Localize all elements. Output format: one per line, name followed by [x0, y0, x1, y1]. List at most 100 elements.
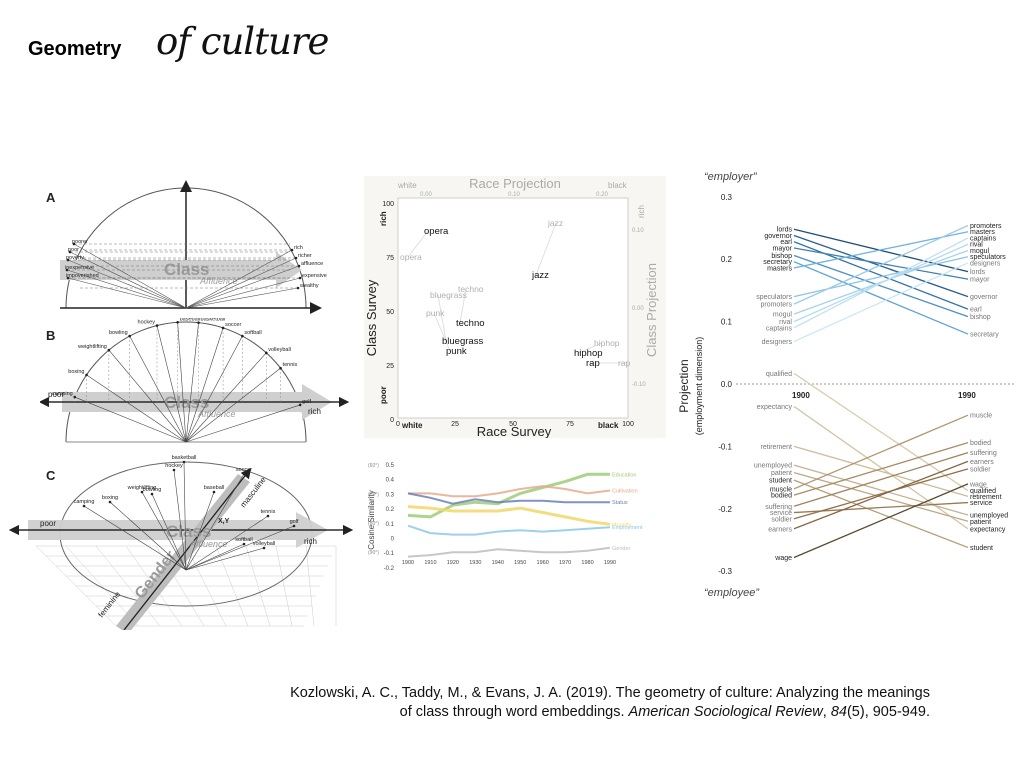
figure-a-word: poorer — [72, 239, 88, 245]
projection-line-employee — [793, 464, 969, 516]
figure-a-word: richer — [298, 253, 312, 259]
figure-c-grid-line — [215, 545, 249, 627]
projection-right-word: captains — [970, 235, 997, 242]
projection-left-word: unemployed — [754, 463, 792, 470]
scatter-projection-word: punk — [426, 308, 445, 318]
figure-c-letter: C — [46, 468, 56, 483]
projection-left-word: expectancy — [757, 404, 793, 411]
figure-b: B poor rich Class Affluence camping boxin… — [40, 318, 350, 443]
projection-line-employer — [793, 262, 969, 343]
figure-c-xly: X,Y — [218, 518, 230, 525]
figure-c-word: weightlifting — [127, 485, 157, 491]
figure-b-point — [279, 366, 282, 370]
figure-b-letter: B — [46, 328, 55, 343]
figure-c-word: soccer — [236, 467, 252, 473]
scatter-links — [407, 222, 626, 364]
projection-line-employee — [793, 405, 969, 530]
figure-b-point — [176, 320, 179, 324]
projection-line-employer — [793, 247, 969, 280]
projection-right-word: designers — [970, 260, 1001, 267]
scatter-projection-word: opera — [400, 252, 422, 262]
figure-c-point — [292, 524, 296, 528]
figure-c-ray — [185, 491, 215, 571]
scatter-x-tick-3: 75 — [566, 421, 574, 428]
figure-a-point — [290, 248, 294, 252]
projection-left-word: qualified — [766, 371, 792, 378]
figure-b-word: bowling — [109, 330, 128, 336]
projection-left-word: lords — [777, 227, 793, 234]
scatter-x-tick-4: 100 — [622, 421, 634, 428]
scatter-y-tick-3: 25 — [386, 363, 394, 370]
projection-left-word: retirement — [760, 444, 792, 451]
figure-c-word: golf — [290, 519, 299, 525]
similarity-x-tick: 1990 — [604, 560, 616, 566]
figure-c-ray — [185, 473, 245, 571]
projection-right-word: unemployed — [970, 513, 1008, 520]
figure-a-word: inexpensive — [65, 265, 94, 271]
figure-c-grid-line — [275, 545, 293, 627]
similarity-x-tick: 1900 — [402, 560, 414, 566]
scatter-x-tick-2: 50 — [509, 421, 517, 428]
figure-c-word: camping — [74, 499, 95, 505]
scatter-words: operajazztechnobluegrasspunkhiphoprapope… — [400, 218, 631, 369]
projection-left-word: suffering — [765, 504, 792, 511]
scatter-x-tick-0: 0 — [396, 421, 400, 428]
scatter-survey-word: rap — [586, 358, 600, 369]
similarity-x-tick: 1930 — [469, 560, 481, 566]
scatter-top-tick-1: 0.10 — [508, 192, 520, 198]
figure-b-word: weightlifting — [77, 344, 107, 350]
figure-a-ray — [185, 257, 297, 309]
projection-right-word: promoters — [970, 223, 1002, 230]
figure-b-ray — [185, 367, 281, 443]
figure-a-ray — [185, 287, 299, 309]
figure-b-point — [155, 324, 159, 327]
figure-c-rich: rich — [304, 537, 317, 546]
projection-right-word: bishop — [970, 314, 991, 321]
figure-a-point — [66, 258, 70, 262]
figure-a-point — [298, 276, 302, 280]
projection-line-employee — [793, 414, 969, 490]
projection-lines — [793, 224, 969, 559]
figure-b-point — [128, 334, 131, 338]
projection-y-tick: 0.3 — [721, 193, 733, 202]
figure-c-ray — [109, 501, 187, 571]
projection-right-word: masters — [970, 229, 995, 236]
projection-left-word: service — [770, 510, 792, 517]
projection-y-tick: -0.2 — [718, 505, 732, 514]
similarity-line-status — [407, 492, 610, 505]
similarity-angle-tick: (90°) — [368, 550, 379, 556]
figure-c-word: bowling — [143, 487, 162, 493]
scatter-plot-area — [397, 197, 629, 419]
scatter-link — [437, 294, 447, 342]
similarity-line-employment — [407, 524, 611, 536]
figure-c-ray — [183, 461, 187, 571]
projection-right-word: patient — [970, 519, 991, 526]
projection-right-word: mogul — [970, 248, 990, 255]
figure-a-point — [294, 256, 298, 260]
race-class-scatter: Race Projection white black 0.00 0.10 0.… — [364, 176, 666, 438]
figure-c-point — [172, 468, 176, 472]
figure-b-point — [197, 321, 200, 324]
figure-c-point — [150, 492, 154, 496]
scatter-y-tick-4: 0 — [390, 417, 394, 424]
similarity-x-tick: 1910 — [424, 560, 436, 566]
figure-b-ray — [185, 335, 243, 443]
figure-b-ray — [108, 349, 187, 443]
projection-line-employee — [793, 468, 969, 520]
scatter-y-tick-1: 75 — [386, 255, 394, 262]
projection-left-word: mayor — [773, 245, 793, 252]
figure-b-word: camping — [52, 391, 73, 397]
projection-line-employee — [793, 460, 969, 530]
figure-b-point — [264, 351, 268, 355]
citation-line-2: of class through word embeddings. Americ… — [290, 703, 930, 722]
similarity-angle-tick: (60°) — [368, 463, 379, 469]
figure-a-word: poor — [68, 247, 79, 253]
figure-a-point — [68, 250, 72, 254]
similarity-x-tick: 1950 — [514, 560, 526, 566]
similarity-y-tick: 0.3 — [386, 492, 395, 498]
similarity-lines: Education Cultivation Status MoralityEmploy… — [407, 472, 643, 558]
projection-year-right: 1990 — [958, 391, 976, 400]
scatter-survey-word: techno — [456, 318, 485, 329]
figure-a-letter: A — [46, 190, 56, 205]
similarity-x-tick: 1940 — [492, 560, 504, 566]
